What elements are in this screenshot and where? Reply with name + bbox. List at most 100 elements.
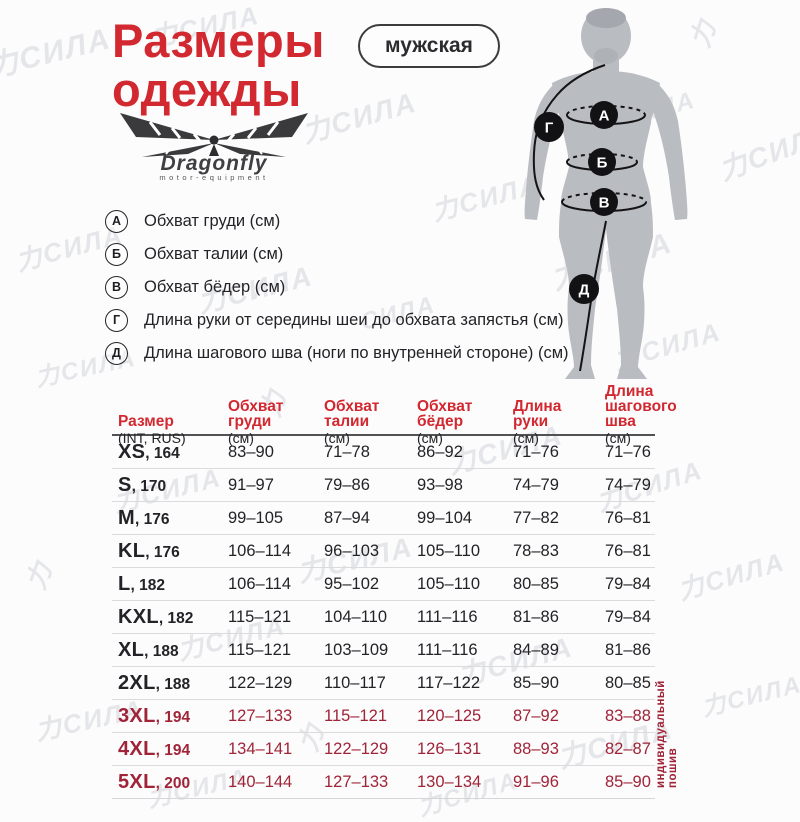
inseam-value: 71–76 — [605, 442, 651, 461]
table-row: 4XL, 194 134–141 122–129 126–131 88–93 8… — [112, 733, 655, 766]
chest-value: 134–141 — [228, 739, 293, 758]
size-cell: XL, 188 — [118, 639, 228, 662]
arm-value: 78–83 — [513, 541, 559, 560]
size-label: 5XL — [118, 770, 156, 793]
legend-item-hip: В Обхват бёдер (см) — [105, 275, 569, 299]
size-cell: 5XL, 200 — [118, 771, 228, 794]
header-chest: Обхват груди (см) — [228, 398, 284, 446]
legend-letter-icon: Г — [105, 308, 128, 332]
size-table: Размер (INT, RUS) Обхват груди (см) Обхв… — [112, 384, 677, 799]
custom-tailoring-note: индивидуальный пошив — [655, 680, 679, 788]
inseam-value: 79–84 — [605, 574, 651, 593]
size-label: XL — [118, 638, 145, 661]
legend-label: Обхват груди (см) — [144, 211, 281, 230]
size-label: 4XL — [118, 737, 156, 760]
figure-marker-hip: В — [599, 195, 610, 212]
chest-value: 91–97 — [228, 475, 274, 494]
header-hip: Обхват бёдер (см) — [417, 398, 473, 446]
size-cell: S, 170 — [118, 474, 228, 497]
hip-value: 120–125 — [417, 706, 482, 725]
hip-value: 126–131 — [417, 739, 482, 758]
arm-value: 77–82 — [513, 508, 559, 527]
size-cell: 4XL, 194 — [118, 738, 228, 761]
inseam-value: 76–81 — [605, 508, 651, 527]
hip-value: 111–116 — [417, 640, 478, 659]
size-table-header: Размер (INT, RUS) Обхват груди (см) Обхв… — [112, 384, 677, 446]
inseam-value: 76–81 — [605, 541, 651, 560]
size-label: L — [118, 572, 131, 595]
chest-value: 127–133 — [228, 706, 293, 725]
hip-value: 105–110 — [417, 574, 481, 593]
brand-name: Dragonfly — [160, 152, 267, 175]
hip-value: 130–134 — [417, 772, 482, 791]
legend-item-inseam: Д Длина шагового шва (ноги по внутренней… — [105, 341, 569, 365]
waist-value: 127–133 — [324, 772, 389, 791]
hip-value: 99–104 — [417, 508, 473, 527]
height-label: , 176 — [134, 510, 170, 528]
table-row: S, 170 91–97 79–86 93–98 74–79 74–79 — [112, 469, 655, 502]
size-cell: 3XL, 194 — [118, 705, 228, 728]
header-arm: Длина руки (см) — [513, 398, 562, 446]
hip-value: 93–98 — [417, 475, 463, 494]
waist-value: 87–94 — [324, 508, 370, 527]
brand-logo: Dragonfly motor-equipment — [114, 110, 314, 182]
legend-letter-icon: Б — [105, 242, 128, 266]
chest-value: 115–121 — [228, 640, 292, 659]
dragonfly-logo-icon: Dragonfly motor-equipment — [120, 113, 308, 182]
table-row: XL, 188 115–121 103–109 111–116 84–89 81… — [112, 634, 655, 667]
size-cell: KL, 176 — [118, 540, 228, 563]
size-cell: 2XL, 188 — [118, 672, 228, 695]
chest-value: 140–144 — [228, 772, 293, 791]
page-title: Размеры одежды — [112, 16, 325, 114]
waist-value: 103–109 — [324, 640, 389, 659]
table-row: XS, 164 83–90 71–78 86–92 71–76 71–76 — [112, 436, 655, 469]
hip-value: 111–116 — [417, 607, 478, 626]
height-label: , 188 — [144, 642, 179, 660]
arm-value: 85–90 — [513, 673, 559, 692]
legend-label: Обхват бёдер (см) — [144, 277, 286, 296]
legend-item-arm: Г Длина руки от середины шеи до обхвата … — [105, 308, 569, 332]
figure-marker-inseam: Д — [579, 282, 590, 299]
header-waist: Обхват талии (см) — [324, 398, 380, 446]
height-label: , 188 — [155, 675, 191, 693]
table-row: KL, 176 106–114 96–103 105–110 78–83 76–… — [112, 535, 655, 568]
size-chart-poster: Размеры одежды мужская — [105, 5, 715, 799]
inseam-value: 80–85 — [605, 673, 651, 692]
size-cell: KXL, 182 — [118, 606, 228, 629]
inseam-value: 82–87 — [605, 739, 651, 758]
arm-value: 74–79 — [513, 475, 559, 494]
inseam-value: 81–86 — [605, 640, 651, 659]
figure-marker-waist: Б — [597, 155, 608, 172]
height-label: , 170 — [131, 477, 167, 495]
chest-value: 122–129 — [228, 673, 293, 692]
figure-marker-chest: А — [599, 108, 610, 125]
chest-value: 83–90 — [228, 442, 274, 461]
measurement-legend: А Обхват груди (см) Б Обхват талии (см) … — [105, 209, 569, 375]
waist-value: 115–121 — [324, 706, 388, 725]
inseam-value: 79–84 — [605, 607, 651, 626]
height-label: , 182 — [130, 576, 166, 594]
waist-value: 104–110 — [324, 607, 388, 626]
gender-badge: мужская — [358, 24, 500, 68]
legend-item-chest: А Обхват груди (см) — [105, 209, 569, 233]
size-label: KXL — [118, 605, 159, 628]
height-label: , 200 — [155, 774, 191, 792]
size-label: 3XL — [118, 704, 156, 727]
page-title-line1: Размеры — [112, 14, 325, 67]
size-cell: XS, 164 — [118, 441, 228, 464]
size-label: S — [118, 473, 132, 496]
table-row: KXL, 182 115–121 104–110 111–116 81–86 7… — [112, 601, 655, 634]
size-table-body: XS, 164 83–90 71–78 86–92 71–76 71–76 S,… — [112, 436, 655, 799]
waist-value: 79–86 — [324, 475, 370, 494]
size-label: 2XL — [118, 671, 156, 694]
inseam-value: 85–90 — [605, 772, 651, 791]
male-silhouette-icon: А Б В Г Д — [524, 8, 688, 379]
arm-value: 87–92 — [513, 706, 559, 725]
legend-label: Обхват талии (см) — [144, 244, 284, 263]
height-label: , 176 — [145, 543, 180, 561]
table-row: L, 182 106–114 95–102 105–110 80–85 79–8… — [112, 568, 655, 601]
arm-value: 80–85 — [513, 574, 559, 593]
inseam-value: 83–88 — [605, 706, 651, 725]
legend-label: Длина шагового шва (ноги по внутренней с… — [144, 343, 569, 362]
body-measurement-figure: А Б В Г Д — [505, 5, 715, 385]
